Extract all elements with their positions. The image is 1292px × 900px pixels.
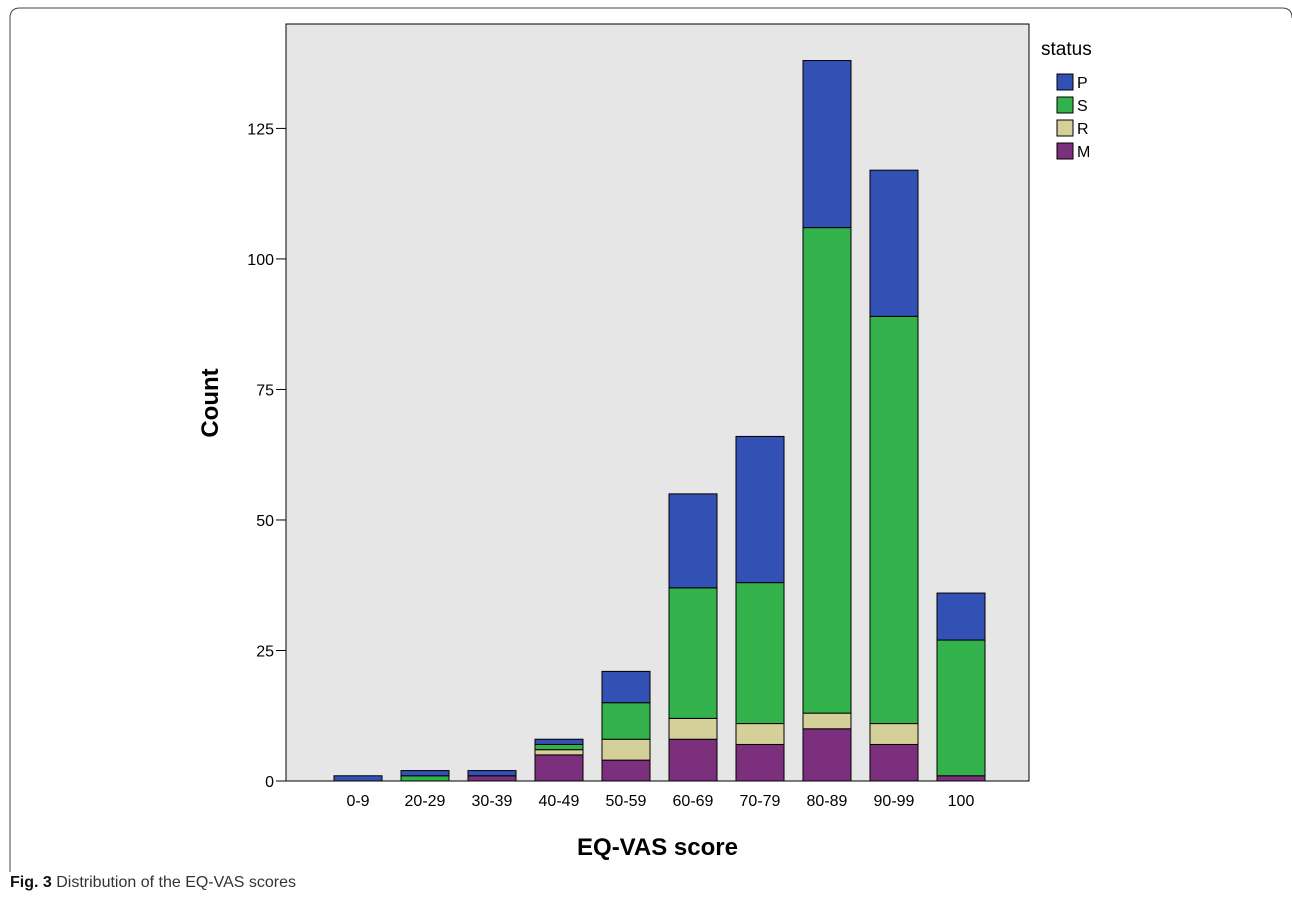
y-tick-label: 0 [265,774,274,791]
x-tick-label: 60-69 [673,793,714,810]
bar-segment-R-90-99 [869,723,919,745]
x-tick-label: 80-89 [807,793,848,810]
y-tick-label: 50 [256,513,274,530]
x-tick-label: 0-9 [346,793,369,810]
bar-segment-P-50-59 [601,670,651,704]
bar-segment-P-100 [936,592,986,641]
x-tick-label: 100 [948,793,975,810]
bar-segment-R-50-59 [601,738,651,761]
bar-segment-S-100 [936,639,986,777]
bar-segment-P-70-79 [735,435,785,584]
bar-segment-S-80-89 [802,227,852,714]
figure-caption-label: Fig. 3 [10,874,52,891]
bar-segment-P-80-89 [802,60,852,229]
legend-swatch-S [1056,96,1074,114]
legend-swatch-P [1056,73,1074,91]
figure-caption-text: Distribution of the EQ-VAS scores [56,874,297,891]
x-tick-label: 70-79 [740,793,781,810]
x-tick-label: 30-39 [472,793,513,810]
legend-label-P: P [1077,75,1088,92]
bar-segment-M-60-69 [668,738,718,782]
bar-segment-M-50-59 [601,759,651,782]
bar-segment-P-30-39 [467,770,517,777]
figure-caption: Fig. 3 Distribution of the EQ-VAS scores [10,874,296,892]
bar-segment-S-70-79 [735,582,785,725]
bar-segment-M-100 [936,775,986,782]
frame-border [9,7,1292,872]
legend-swatch-M [1056,142,1074,160]
bar-segment-M-70-79 [735,743,785,782]
legend-label-M: M [1077,144,1090,161]
bar-segment-M-30-39 [467,775,517,782]
bar-segment-M-40-49 [534,754,584,782]
x-axis-title: EQ-VAS score [577,834,738,861]
bar-segment-P-20-29 [400,770,450,777]
bar-segment-P-60-69 [668,493,718,589]
bar-segment-S-20-29 [400,775,450,782]
bar-segment-S-60-69 [668,587,718,719]
bar-segment-S-90-99 [869,315,919,725]
y-tick-label: 100 [247,252,274,269]
bar-segment-R-40-49 [534,749,584,756]
bar-segment-P-40-49 [534,738,584,745]
bar-segment-S-40-49 [534,743,584,751]
y-tick-label: 75 [256,382,274,399]
bar-segment-M-80-89 [802,728,852,782]
legend-label-R: R [1077,121,1089,138]
legend-label-S: S [1077,98,1088,115]
bar-segment-M-90-99 [869,743,919,782]
y-axis-title: Count [197,368,224,437]
legend-swatch-R [1056,119,1074,137]
y-tick-label: 25 [256,643,274,660]
bar-segment-R-70-79 [735,723,785,745]
x-tick-label: 90-99 [874,793,915,810]
bar-segment-P-0-9 [333,775,383,782]
y-tick-label: 125 [247,121,274,138]
bar-segment-S-50-59 [601,702,651,740]
bar-segment-P-90-99 [869,169,919,317]
x-tick-label: 50-59 [606,793,647,810]
legend-title: status [1041,39,1092,60]
bar-segment-R-60-69 [668,717,718,740]
bar-segment-R-80-89 [802,712,852,730]
x-tick-label: 40-49 [539,793,580,810]
x-tick-label: 20-29 [405,793,446,810]
